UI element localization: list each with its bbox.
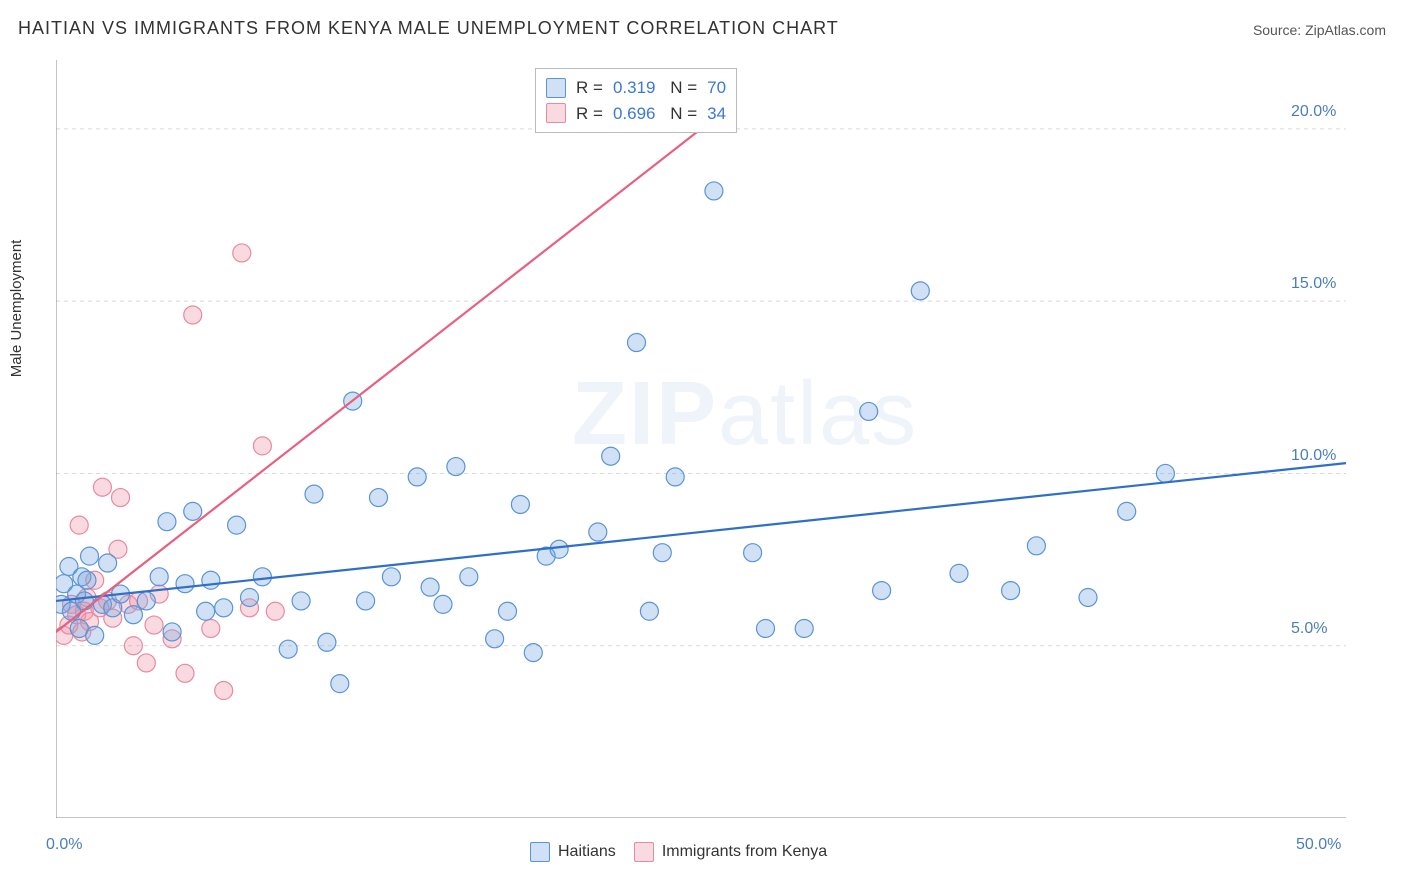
legend-label-haitians: Haitians — [558, 843, 616, 861]
x-tick-label: 0.0% — [46, 836, 82, 854]
n-value-haitians: 70 — [707, 75, 726, 101]
scatter-plot — [56, 60, 1346, 818]
y-tick-label: 20.0% — [1291, 103, 1336, 121]
legend-item-haitians: Haitians — [530, 842, 616, 862]
stats-row-kenya: R = 0.696 N = 34 — [546, 101, 726, 127]
bottom-legend: Haitians Immigrants from Kenya — [530, 842, 827, 862]
n-label: N = — [665, 75, 697, 101]
legend-swatch-kenya — [634, 842, 654, 862]
legend-swatch-haitians — [530, 842, 550, 862]
swatch-haitians — [546, 78, 566, 98]
chart-container: HAITIAN VS IMMIGRANTS FROM KENYA MALE UN… — [0, 0, 1406, 892]
stats-row-haitians: R = 0.319 N = 70 — [546, 75, 726, 101]
chart-title: HAITIAN VS IMMIGRANTS FROM KENYA MALE UN… — [18, 18, 839, 39]
r-value-kenya: 0.696 — [613, 101, 656, 127]
swatch-kenya — [546, 103, 566, 123]
r-value-haitians: 0.319 — [613, 75, 656, 101]
source-label: Source: ZipAtlas.com — [1253, 22, 1386, 38]
y-tick-label: 5.0% — [1291, 620, 1327, 638]
y-tick-label: 10.0% — [1291, 447, 1336, 465]
n-value-kenya: 34 — [707, 101, 726, 127]
r-label: R = — [576, 75, 603, 101]
legend-label-kenya: Immigrants from Kenya — [662, 843, 827, 861]
y-axis-label: Male Unemployment — [8, 240, 25, 378]
stats-legend-box: R = 0.319 N = 70 R = 0.696 N = 34 — [535, 68, 737, 133]
n-label: N = — [665, 101, 697, 127]
y-tick-label: 15.0% — [1291, 275, 1336, 293]
legend-item-kenya: Immigrants from Kenya — [634, 842, 827, 862]
r-label: R = — [576, 101, 603, 127]
x-tick-label: 50.0% — [1296, 836, 1341, 854]
